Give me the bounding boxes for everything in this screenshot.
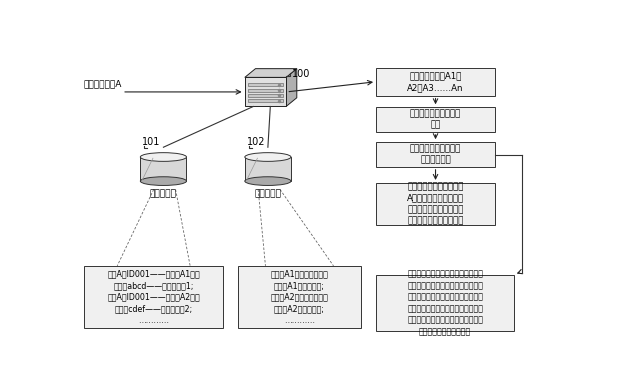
Bar [248, 89, 283, 91]
Polygon shape [245, 69, 297, 77]
Polygon shape [286, 69, 297, 107]
Text: 计算各个数据块的数据
指纹: 计算各个数据块的数据 指纹 [410, 109, 461, 130]
Text: 数据指纹库: 数据指纹库 [255, 189, 282, 198]
Text: 若匹配成功，则将该文件
A的唯一标识、数据块的
数据指纹以及数据块的块
顺序记录于文件信息库中: 若匹配成功，则将该文件 A的唯一标识、数据块的 数据指纹以及数据块的块 顺序记录… [407, 182, 464, 226]
Bar [238, 266, 361, 328]
Text: 102: 102 [246, 137, 265, 147]
Bar [245, 157, 291, 181]
Bar [140, 157, 186, 181]
Bar [376, 68, 495, 96]
Bar [248, 84, 283, 87]
Text: 文件A的ID001——数据块A1的数
据指纹abcd——块顺序编号1;
文件A的ID001——数据块A2的数
据指纹cdef——块顺序编号2;
…………: 文件A的ID001——数据块A1的数 据指纹abcd——块顺序编号1; 文件A的… [107, 270, 200, 325]
Ellipse shape [140, 153, 186, 161]
Bar [376, 142, 495, 167]
Text: 若匹配失败，将该数据块存储于存储
系统、将该数据块在存储系统中的存
储地址以及该数据块对应的数据指纹
记录在数据指纹库中，并将该数据块
对应的数据指纹与该数据块: 若匹配失败，将该数据块存储于存储 系统、将该数据块在存储系统中的存 储地址以及该… [408, 270, 483, 336]
Ellipse shape [245, 153, 291, 161]
Ellipse shape [140, 177, 186, 186]
Text: 101: 101 [142, 137, 161, 147]
Text: 与数据指纹库中的数据
指纹进行匹配: 与数据指纹库中的数据 指纹进行匹配 [410, 144, 461, 165]
Text: 分割得到数据块A1、
A2、A3……An: 分割得到数据块A1、 A2、A3……An [408, 71, 464, 92]
Text: 100: 100 [292, 69, 310, 79]
Ellipse shape [245, 177, 291, 186]
Bar [248, 99, 283, 102]
Bar [85, 266, 223, 328]
Text: 数据块A1的数据指纹以及
数据块A1的存储地址;
数据块A2的数据指纹以及
数据块A2的存储地址;
…………: 数据块A1的数据指纹以及 数据块A1的存储地址; 数据块A2的数据指纹以及 数据… [270, 270, 329, 325]
Bar [376, 183, 495, 225]
Bar [376, 107, 495, 132]
Text: 待存储的文件A: 待存储的文件A [83, 79, 122, 88]
Text: 文件信息库: 文件信息库 [150, 189, 177, 198]
Bar [245, 77, 286, 107]
Bar [376, 274, 515, 332]
Bar [248, 94, 283, 97]
